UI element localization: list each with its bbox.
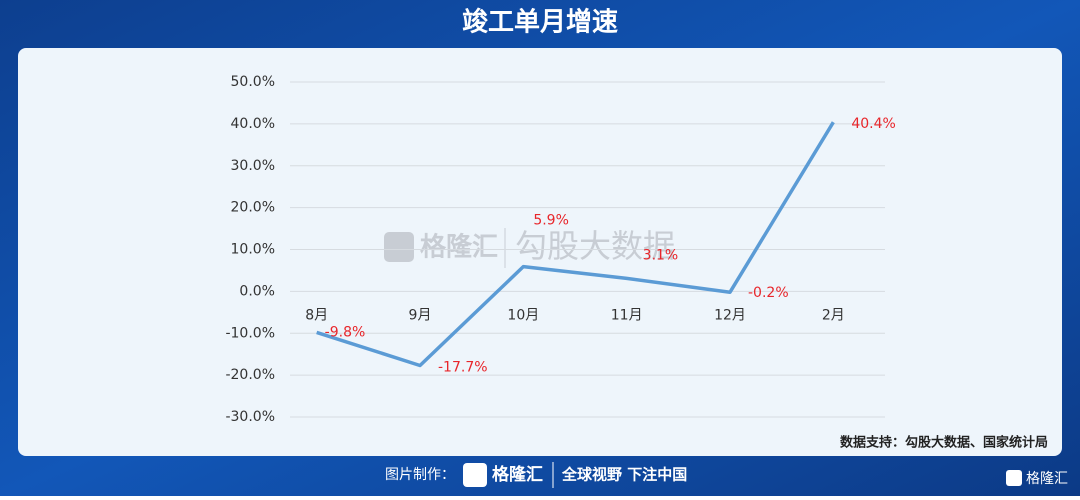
y-tick-label: 50.0% xyxy=(231,74,275,90)
watermark-brand: 格隆汇 xyxy=(420,232,498,263)
plot: -30.0% -20.0% -10.0% 0.0% 10.0% 20.0% 30.0% 40.… xyxy=(225,74,895,425)
footer-slogan: 全球视野 下注中国 xyxy=(561,466,687,484)
y-tick-label: -10.0% xyxy=(225,325,275,341)
source-note: 数据支持：勾股大数据、国家统计局 xyxy=(840,435,1048,451)
data-label: 40.4% xyxy=(851,116,895,132)
footer-logo xyxy=(463,463,487,487)
title: 竣工单月增速 xyxy=(462,7,618,38)
corner-logo xyxy=(1006,470,1022,486)
x-tick-label: 10月 xyxy=(507,307,539,323)
y-tick-label: 30.0% xyxy=(231,158,275,174)
corner-brand: 格隆汇 xyxy=(1026,471,1068,487)
footer-made-by: 图片制作： xyxy=(385,467,455,483)
y-tick-label: 0.0% xyxy=(239,283,275,299)
panel xyxy=(18,48,1062,456)
y-tick-label: 20.0% xyxy=(231,200,275,216)
x-tick-label: 9月 xyxy=(409,307,432,323)
watermark-source: 勾股大数据 xyxy=(515,227,675,265)
watermark-logo xyxy=(384,232,414,262)
x-tick-label: 11月 xyxy=(611,307,643,323)
data-label: -17.7% xyxy=(438,359,488,375)
x-tick-label: 8月 xyxy=(305,307,328,323)
y-tick-label: 10.0% xyxy=(231,242,275,258)
x-tick-label: 12月 xyxy=(714,307,746,323)
data-label: -9.8% xyxy=(325,324,366,340)
x-tick-label: 2月 xyxy=(822,307,845,323)
data-label: -0.2% xyxy=(748,285,789,301)
y-tick-label: -30.0% xyxy=(225,409,275,425)
y-tick-label: 40.0% xyxy=(231,116,275,132)
data-label: 5.9% xyxy=(533,213,569,229)
y-tick-label: -20.0% xyxy=(225,367,275,383)
data-line xyxy=(316,121,835,368)
data-label: 3.1% xyxy=(643,247,679,263)
footer-brand: 格隆汇 xyxy=(492,464,543,485)
watermark: 格隆汇 勾股大数据 xyxy=(384,227,675,268)
